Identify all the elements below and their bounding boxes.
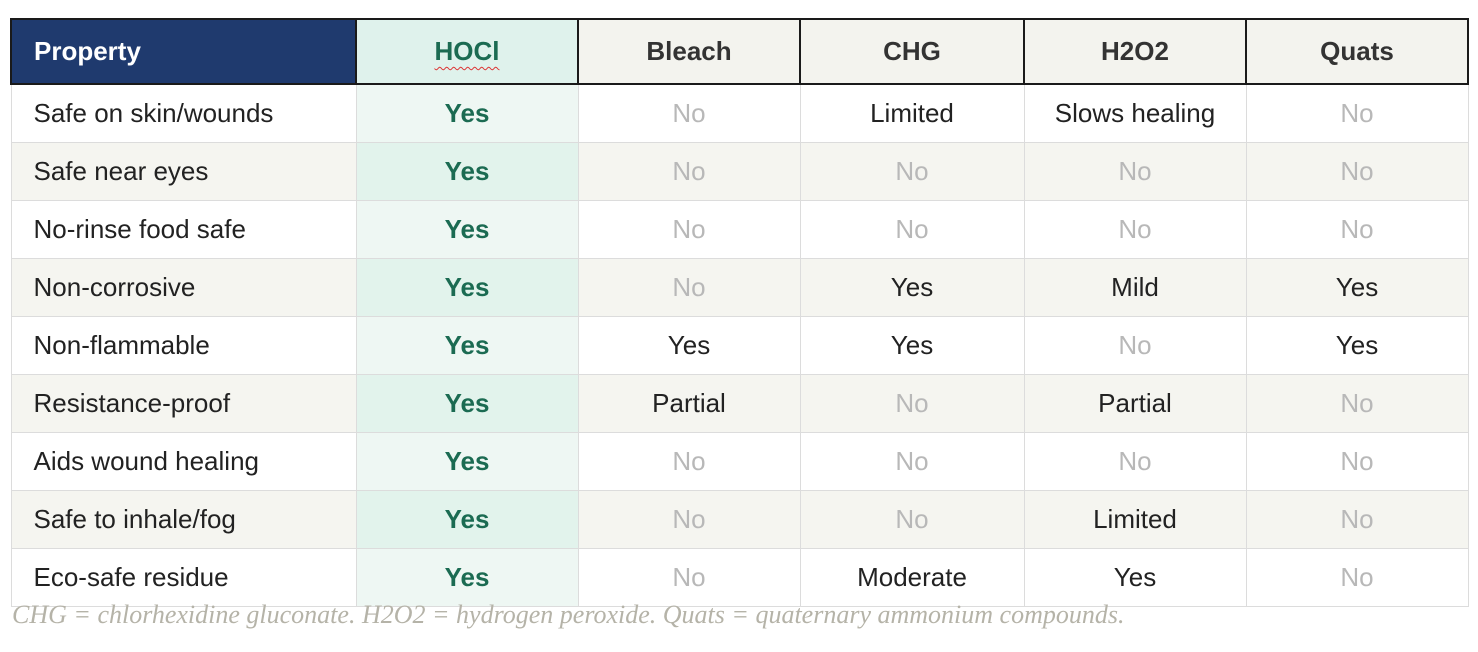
- table-cell: Yes: [355, 200, 579, 259]
- table-cell: Partial: [1023, 374, 1247, 433]
- table-cell: No: [577, 142, 801, 201]
- table-row: Safe on skin/wounds Yes No Limited Slows hea…: [10, 83, 1469, 143]
- table-cell: Yes: [355, 374, 579, 433]
- table-cell: Yes: [799, 316, 1025, 375]
- table-cell: No: [799, 374, 1025, 433]
- table-cell: No: [1245, 83, 1469, 143]
- table-cell: No: [577, 548, 801, 607]
- table-cell: Partial: [577, 374, 801, 433]
- header-cell: HOCl: [355, 18, 579, 85]
- table-cell: Resistance-proof: [10, 374, 357, 433]
- table-cell: Yes: [355, 490, 579, 549]
- table-cell: Yes: [577, 316, 801, 375]
- table-cell: Non-corrosive: [10, 258, 357, 317]
- table-row: Safe near eyes Yes No No No No: [10, 142, 1469, 201]
- table-cell: Safe on skin/wounds: [10, 83, 357, 143]
- table-cell: No: [799, 432, 1025, 491]
- header-cell: Property: [10, 18, 357, 85]
- table-cell: No: [1245, 490, 1469, 549]
- table-cell: Yes: [355, 83, 579, 143]
- table-cell: Mild: [1023, 258, 1247, 317]
- table-cell: No: [1245, 200, 1469, 259]
- table-cell: No: [799, 490, 1025, 549]
- table-cell: No: [1023, 142, 1247, 201]
- table-cell: Yes: [1023, 548, 1247, 607]
- header-cell: H2O2: [1023, 18, 1247, 85]
- table-body: Safe on skin/wounds Yes No Limited Slows hea…: [10, 83, 1469, 607]
- table-cell: Yes: [1245, 258, 1469, 317]
- table-cell: Safe to inhale/fog: [10, 490, 357, 549]
- table-cell: No: [577, 200, 801, 259]
- table-cell: Safe near eyes: [10, 142, 357, 201]
- table-cell: No: [1245, 548, 1469, 607]
- table-cell: No-rinse food safe: [10, 200, 357, 259]
- comparison-table: Property HOCl Bleach CHG H2O2 Quats Safe on s…: [10, 18, 1469, 607]
- table-cell: Slows healing: [1023, 83, 1247, 143]
- table-cell: No: [577, 490, 801, 549]
- footnote: CHG = chlorhexidine gluconate. H2O2 = hy…: [12, 600, 1125, 629]
- header-row: Property HOCl Bleach CHG H2O2 Quats: [10, 18, 1469, 85]
- table-cell: Yes: [355, 548, 579, 607]
- table-cell: Yes: [1245, 316, 1469, 375]
- table-cell: Limited: [1023, 490, 1247, 549]
- header-cell: Quats: [1245, 18, 1469, 85]
- table-row: Safe to inhale/fog Yes No No Limited No: [10, 490, 1469, 549]
- table-cell: Yes: [355, 432, 579, 491]
- table-cell: No: [1245, 142, 1469, 201]
- table-cell: Eco-safe residue: [10, 548, 357, 607]
- table-cell: Yes: [355, 142, 579, 201]
- table-cell: No: [577, 83, 801, 143]
- table-cell: Moderate: [799, 548, 1025, 607]
- table-cell: Yes: [799, 258, 1025, 317]
- table-cell: Limited: [799, 83, 1025, 143]
- table-cell: No: [577, 258, 801, 317]
- table-cell: No: [799, 200, 1025, 259]
- table-cell: Yes: [355, 258, 579, 317]
- table-cell: Non-flammable: [10, 316, 357, 375]
- table-cell: No: [1245, 432, 1469, 491]
- table-row: Non-corrosive Yes No Yes Mild Yes: [10, 258, 1469, 317]
- table-cell: No: [1023, 200, 1247, 259]
- table-cell: No: [1245, 374, 1469, 433]
- table-row: Resistance-proof Yes Partial No Partial No: [10, 374, 1469, 433]
- table-cell: No: [1023, 432, 1247, 491]
- table-row: Eco-safe residue Yes No Moderate Yes No: [10, 548, 1469, 607]
- header-cell: Bleach: [577, 18, 801, 85]
- table-row: Non-flammable Yes Yes Yes No Yes: [10, 316, 1469, 375]
- table-row: No-rinse food safe Yes No No No No: [10, 200, 1469, 259]
- table-cell: No: [577, 432, 801, 491]
- table-cell: No: [799, 142, 1025, 201]
- table-cell: Aids wound healing: [10, 432, 357, 491]
- table-cell: Yes: [355, 316, 579, 375]
- header-cell: CHG: [799, 18, 1025, 85]
- table-row: Aids wound healing Yes No No No No: [10, 432, 1469, 491]
- table-cell: No: [1023, 316, 1247, 375]
